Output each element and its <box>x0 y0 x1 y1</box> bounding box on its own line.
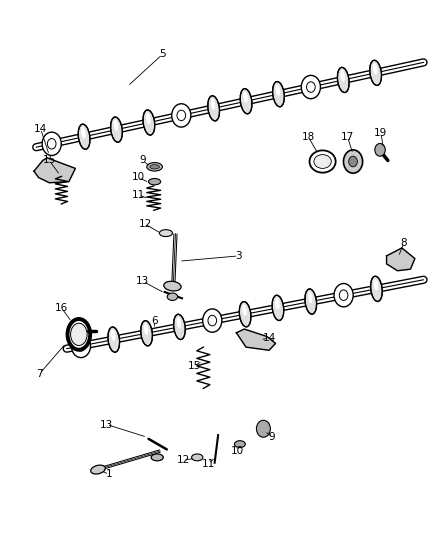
Ellipse shape <box>143 110 155 135</box>
Ellipse shape <box>141 321 152 346</box>
Ellipse shape <box>167 293 178 301</box>
Text: 9: 9 <box>140 156 146 165</box>
Circle shape <box>343 150 363 173</box>
Circle shape <box>256 420 270 437</box>
Ellipse shape <box>159 230 173 237</box>
Text: 7: 7 <box>36 369 43 378</box>
Ellipse shape <box>71 323 87 345</box>
Ellipse shape <box>78 124 90 149</box>
Text: 15: 15 <box>42 156 56 165</box>
Ellipse shape <box>370 60 381 85</box>
Text: 14: 14 <box>262 333 276 343</box>
Text: 10: 10 <box>231 446 244 456</box>
Ellipse shape <box>147 163 162 171</box>
Ellipse shape <box>308 292 312 303</box>
Polygon shape <box>237 329 276 350</box>
Ellipse shape <box>148 179 161 185</box>
Ellipse shape <box>91 465 105 474</box>
Ellipse shape <box>340 70 345 82</box>
Ellipse shape <box>371 276 382 302</box>
Text: 11: 11 <box>132 190 145 200</box>
Circle shape <box>301 75 321 99</box>
Ellipse shape <box>239 302 251 327</box>
Ellipse shape <box>337 67 349 93</box>
Ellipse shape <box>177 317 181 328</box>
Text: 13: 13 <box>100 419 113 430</box>
Text: 12: 12 <box>138 219 152 229</box>
Text: 11: 11 <box>201 459 215 469</box>
Ellipse shape <box>240 88 252 114</box>
Ellipse shape <box>146 112 151 124</box>
Text: 10: 10 <box>132 172 145 182</box>
Ellipse shape <box>234 441 245 448</box>
Text: 8: 8 <box>401 238 407 248</box>
Ellipse shape <box>111 329 116 341</box>
Ellipse shape <box>191 454 203 461</box>
Circle shape <box>42 132 61 156</box>
Ellipse shape <box>373 63 378 75</box>
Ellipse shape <box>151 454 163 461</box>
Ellipse shape <box>111 117 122 142</box>
Ellipse shape <box>208 96 219 121</box>
Circle shape <box>334 284 353 307</box>
Ellipse shape <box>211 99 215 110</box>
Ellipse shape <box>276 84 280 96</box>
Circle shape <box>349 156 357 167</box>
Ellipse shape <box>272 82 284 107</box>
Text: 9: 9 <box>269 432 276 442</box>
Text: 6: 6 <box>151 316 158 326</box>
Ellipse shape <box>113 120 118 131</box>
Text: 13: 13 <box>136 276 149 286</box>
Ellipse shape <box>144 324 148 335</box>
Ellipse shape <box>310 150 336 173</box>
Ellipse shape <box>150 165 159 169</box>
Text: 19: 19 <box>374 128 388 138</box>
Polygon shape <box>387 248 415 271</box>
Ellipse shape <box>164 281 181 291</box>
Ellipse shape <box>108 327 120 352</box>
Circle shape <box>71 334 91 358</box>
Text: 15: 15 <box>187 361 201 371</box>
Text: 12: 12 <box>177 455 190 465</box>
Circle shape <box>172 104 191 127</box>
Ellipse shape <box>272 295 284 320</box>
Ellipse shape <box>242 304 247 316</box>
Text: 1: 1 <box>106 470 113 479</box>
Text: 17: 17 <box>341 132 354 142</box>
Ellipse shape <box>243 91 248 103</box>
Text: 14: 14 <box>34 124 47 134</box>
Text: 16: 16 <box>55 303 68 313</box>
Ellipse shape <box>81 127 86 138</box>
Text: 3: 3 <box>235 251 242 261</box>
Ellipse shape <box>275 298 280 310</box>
Ellipse shape <box>305 289 317 314</box>
Ellipse shape <box>173 314 185 340</box>
Ellipse shape <box>314 155 331 168</box>
Ellipse shape <box>374 279 378 290</box>
Text: 18: 18 <box>302 132 315 142</box>
Ellipse shape <box>67 319 90 350</box>
Polygon shape <box>34 158 75 183</box>
Circle shape <box>203 309 222 332</box>
Text: 5: 5 <box>159 50 166 59</box>
Circle shape <box>375 143 385 156</box>
